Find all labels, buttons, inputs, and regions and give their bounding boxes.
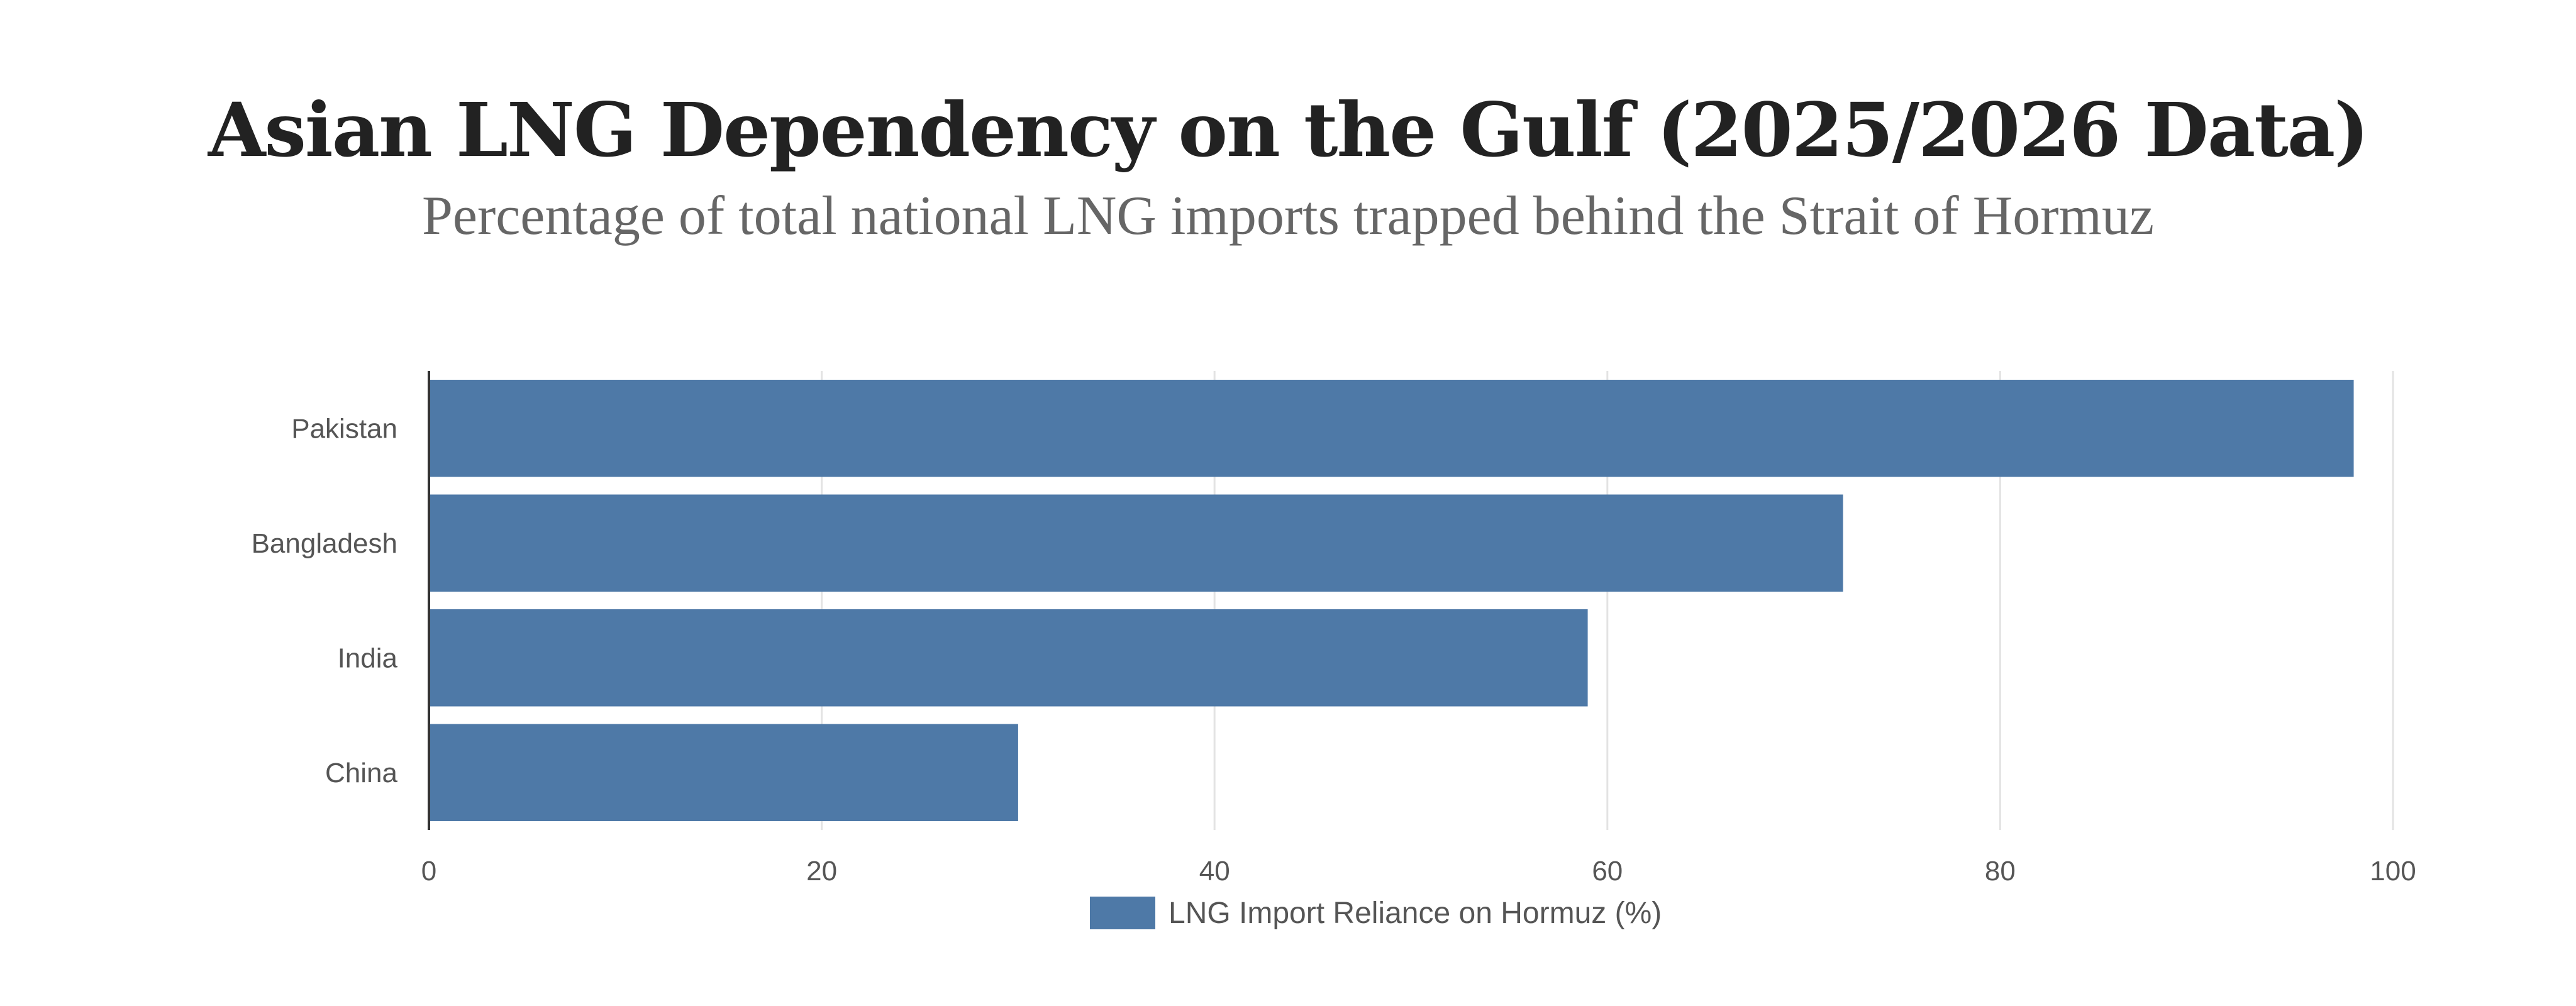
x-tick-label: 0	[421, 856, 436, 887]
x-tick-label: 80	[1985, 856, 2016, 887]
y-category-label: India	[338, 643, 398, 673]
y-category-label: Bangladesh	[252, 528, 397, 559]
legend: LNG Import Reliance on Hormuz (%)	[1090, 897, 1662, 930]
bar	[429, 380, 2354, 477]
y-category-label: China	[325, 758, 397, 788]
x-axis-labels: 0 20 40 60 80 100	[421, 856, 2416, 887]
chart-subtitle: Percentage of total national LNG imports…	[421, 185, 2155, 246]
legend-swatch	[1090, 897, 1155, 929]
x-tick-label: 60	[1592, 856, 1623, 887]
bar	[429, 724, 1018, 821]
x-tick-label: 40	[1199, 856, 1230, 887]
legend-label: LNG Import Reliance on Hormuz (%)	[1169, 897, 1662, 930]
x-tick-label: 20	[806, 856, 837, 887]
bars	[429, 380, 2354, 821]
bar	[429, 609, 1588, 707]
y-axis-labels: Pakistan Bangladesh India China	[252, 413, 398, 788]
x-tick-label: 100	[2370, 856, 2416, 887]
bar	[429, 494, 1843, 592]
chart-title: Asian LNG Dependency on the Gulf (2025/2…	[208, 86, 2369, 174]
y-category-label: Pakistan	[291, 413, 397, 444]
